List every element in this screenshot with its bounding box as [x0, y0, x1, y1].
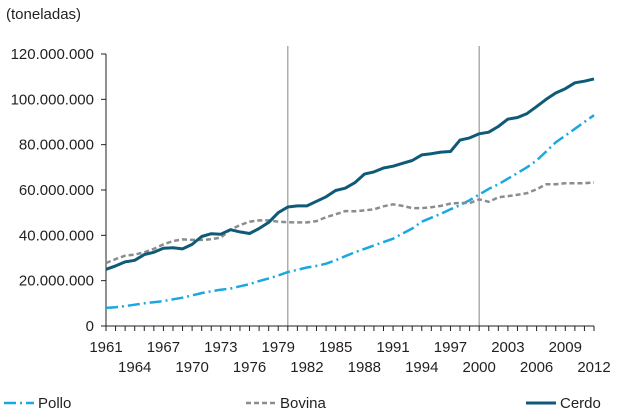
x-tick-label: 1970 — [175, 359, 208, 376]
axes — [105, 54, 594, 327]
x-tick-label: 1979 — [262, 339, 295, 356]
y-tick-label: 120.000.000 — [11, 46, 94, 63]
legend-item-cerdo: Cerdo — [526, 394, 601, 412]
x-tick-label: 2012 — [577, 359, 610, 376]
x-tick-label: 1973 — [204, 339, 237, 356]
y-tick-label: 40.000.000 — [19, 227, 94, 244]
x-tick-label: 1985 — [319, 339, 352, 356]
y-tick-label: 60.000.000 — [19, 182, 94, 199]
y-tick-label: 80.000.000 — [19, 137, 94, 154]
x-tick-label: 1961 — [89, 339, 122, 356]
legend-label-bovina: Bovina — [280, 394, 326, 412]
y-tick-label: 20.000.000 — [19, 273, 94, 290]
x-tick-label: 1976 — [233, 359, 266, 376]
legend-label-cerdo: Cerdo — [560, 394, 601, 412]
x-tick-label: 1964 — [118, 359, 151, 376]
series-line-bovina — [105, 181, 595, 265]
legend-item-pollo: Pollo — [4, 394, 71, 412]
x-tick-label: 1967 — [147, 339, 180, 356]
x-tick-label: 1994 — [405, 359, 438, 376]
x-tick-label: 1982 — [290, 359, 323, 376]
series-line-cerdo — [105, 77, 595, 271]
series-line-pollo — [105, 114, 595, 310]
y-axis-ticks: 0 20.000.000 40.000.000 60.000.000 80.000.00… — [11, 46, 106, 335]
x-tick-label: 2000 — [462, 359, 495, 376]
y-tick-label: 0 — [86, 318, 94, 335]
x-axis-ticks: 1961 1964 1967 1970 1973 1976 1979 1982 1985 1988… — [89, 326, 611, 376]
legend-swatch-pollo — [4, 401, 34, 405]
x-tick-label: 2009 — [549, 339, 582, 356]
y-tick-label: 100.000.000 — [11, 91, 94, 108]
x-tick-label: 1997 — [434, 339, 467, 356]
vertical-markers — [287, 46, 480, 326]
x-tick-label: 1988 — [348, 359, 381, 376]
legend-label-pollo: Pollo — [38, 394, 72, 412]
line-chart: 0 20.000.000 40.000.000 60.000.000 80.000.00… — [11, 46, 611, 376]
series-lines — [105, 77, 595, 310]
legend-swatch-bovina — [246, 401, 276, 405]
x-tick-label: 2006 — [520, 359, 553, 376]
y-axis-unit-label: (toneladas) — [6, 6, 82, 23]
x-tick-label: 2003 — [491, 339, 524, 356]
legend-swatch-cerdo — [526, 401, 556, 405]
x-tick-label: 1991 — [376, 339, 409, 356]
legend-item-bovina: Bovina — [246, 394, 326, 412]
